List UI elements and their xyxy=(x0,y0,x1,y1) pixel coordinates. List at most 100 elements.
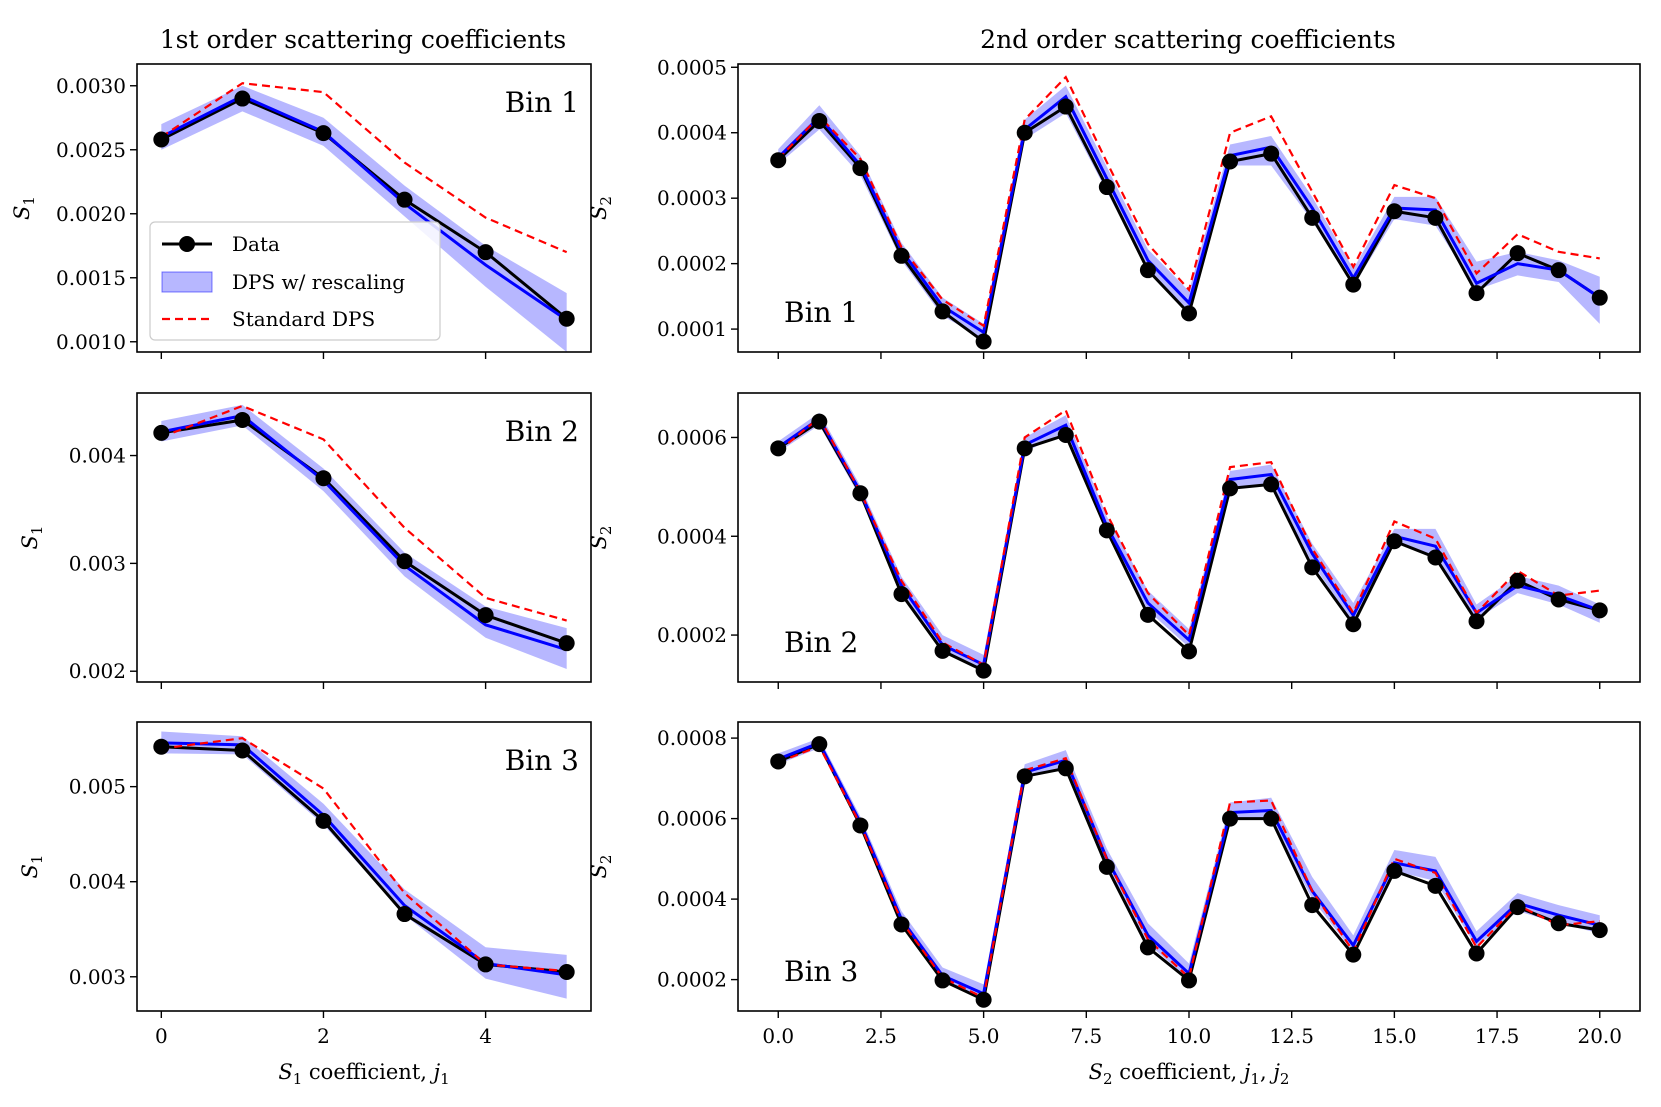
data-point xyxy=(1098,522,1115,539)
x-tick-label: 12.5 xyxy=(1269,1024,1314,1048)
y-tick-label: 0.0006 xyxy=(657,807,727,831)
data-point xyxy=(558,310,575,327)
data-point xyxy=(852,160,869,177)
standard-dps-line xyxy=(777,75,1600,328)
y-axis-label: S1 xyxy=(10,196,38,220)
uncertainty-band xyxy=(778,738,1600,1000)
data-point xyxy=(1304,897,1321,914)
y-tick-label: 0.0004 xyxy=(657,524,727,548)
uncertainty-band xyxy=(161,85,567,352)
data-point xyxy=(1098,179,1115,196)
bin-label: Bin 3 xyxy=(505,744,579,777)
y-tick-label: 0.0004 xyxy=(657,121,727,145)
data-point xyxy=(1386,862,1403,879)
y-axis-label: S2 xyxy=(587,526,615,550)
y-tick-label: 0.0008 xyxy=(657,726,727,750)
standard-dps-line xyxy=(160,82,568,254)
data-point xyxy=(1345,946,1362,963)
standard-dps-line xyxy=(160,404,567,622)
y-tick-label: 0.0025 xyxy=(56,138,126,162)
data-point xyxy=(1386,533,1403,550)
data-point xyxy=(1468,613,1485,630)
y-tick-label: 0.0002 xyxy=(657,623,727,647)
rescaled-dps-line xyxy=(777,416,1601,667)
data-point xyxy=(1304,559,1321,576)
data-point xyxy=(1304,209,1321,226)
data-point xyxy=(934,972,951,989)
data-point xyxy=(477,607,494,624)
data-point xyxy=(1468,945,1485,962)
y-tick-label: 0.0004 xyxy=(657,887,727,911)
data-point xyxy=(1181,972,1197,989)
data-point xyxy=(893,247,910,264)
data-point xyxy=(1263,476,1280,493)
bin-label: Bin 3 xyxy=(784,955,858,988)
data-point xyxy=(1016,124,1033,141)
data-point xyxy=(315,812,332,829)
legend-data-label: Data xyxy=(232,232,280,256)
y-tick-label: 0.004 xyxy=(69,870,126,894)
legend-rescaled-swatch xyxy=(161,271,213,293)
data-point xyxy=(1509,245,1526,262)
data-point xyxy=(1057,760,1074,777)
data-point xyxy=(558,635,575,652)
data-point xyxy=(770,152,787,169)
rescaled-dps-line xyxy=(777,94,1601,335)
data-point xyxy=(396,191,413,208)
data-point xyxy=(770,440,787,457)
legend-data-marker xyxy=(179,236,195,252)
data-point xyxy=(153,424,170,441)
data-point xyxy=(852,485,869,502)
panel-s2-bin3: 0.0002 0.0004 0.0006 0.0008 0.0 2.5 5.0 7.5 10.0… xyxy=(587,721,1641,1088)
x-tick-label: 17.5 xyxy=(1475,1024,1520,1048)
axes-frame xyxy=(136,63,592,353)
x-tick-label: 5.0 xyxy=(968,1024,1000,1048)
data-point xyxy=(234,742,251,759)
data-point xyxy=(1427,877,1444,894)
data-point xyxy=(934,642,951,659)
data-point xyxy=(975,662,992,679)
data-point xyxy=(153,738,170,755)
data-point xyxy=(1222,810,1239,827)
data-point xyxy=(1509,572,1526,589)
y-axis-label: S2 xyxy=(587,196,615,220)
data-point xyxy=(1222,480,1239,497)
x-axis-label: S2 coefficient, j1, j2 xyxy=(1089,1060,1290,1088)
data-point xyxy=(1345,276,1362,293)
x-tick-label: 0.0 xyxy=(762,1024,794,1048)
bin-label: Bin 1 xyxy=(784,296,858,329)
panel-s2-bin2: 0.0002 0.0004 0.0006 Bin 2 S2 xyxy=(587,392,1641,689)
panel-s1-bin1: 0.0010 0.0015 0.0020 0.0025 0.0030 Bin 1 S1 Dat… xyxy=(10,63,592,359)
x-axis-label: S1 coefficient, j1 xyxy=(278,1060,449,1088)
data-point xyxy=(1139,606,1156,623)
data-point xyxy=(234,90,251,107)
data-point xyxy=(558,964,575,981)
y-axis-label: S2 xyxy=(587,855,615,879)
y-tick-label: 0.004 xyxy=(69,444,126,468)
rescaled-dps-line xyxy=(160,94,568,322)
data-point xyxy=(315,125,332,142)
x-tick-label: 20.0 xyxy=(1577,1024,1622,1048)
data-point xyxy=(477,244,494,261)
y-tick-label: 0.0030 xyxy=(56,74,126,98)
data-point xyxy=(396,553,413,570)
y-tick-label: 0.0001 xyxy=(657,317,727,341)
data-point xyxy=(477,956,494,973)
uncertainty-band xyxy=(161,731,567,999)
y-tick-label: 0.0005 xyxy=(657,55,727,79)
data-point xyxy=(1345,616,1362,633)
data-point xyxy=(1263,810,1280,827)
axes-frame xyxy=(136,392,592,683)
legend-standard-label: Standard DPS xyxy=(232,307,375,331)
data-point xyxy=(975,333,992,350)
data-point xyxy=(153,131,170,148)
x-tick-label: 10.0 xyxy=(1167,1024,1212,1048)
right-column-title: 2nd order scattering coefficients xyxy=(980,25,1396,54)
data-point xyxy=(1016,768,1033,785)
data-point xyxy=(811,112,828,129)
bin-label: Bin 2 xyxy=(784,626,858,659)
panel-s1-bin3: 0.003 0.004 0.005 0 2 4 Bin 3 S1 S1 coefficient,… xyxy=(18,721,592,1088)
data-point xyxy=(1386,203,1403,220)
data-point xyxy=(1139,262,1156,279)
